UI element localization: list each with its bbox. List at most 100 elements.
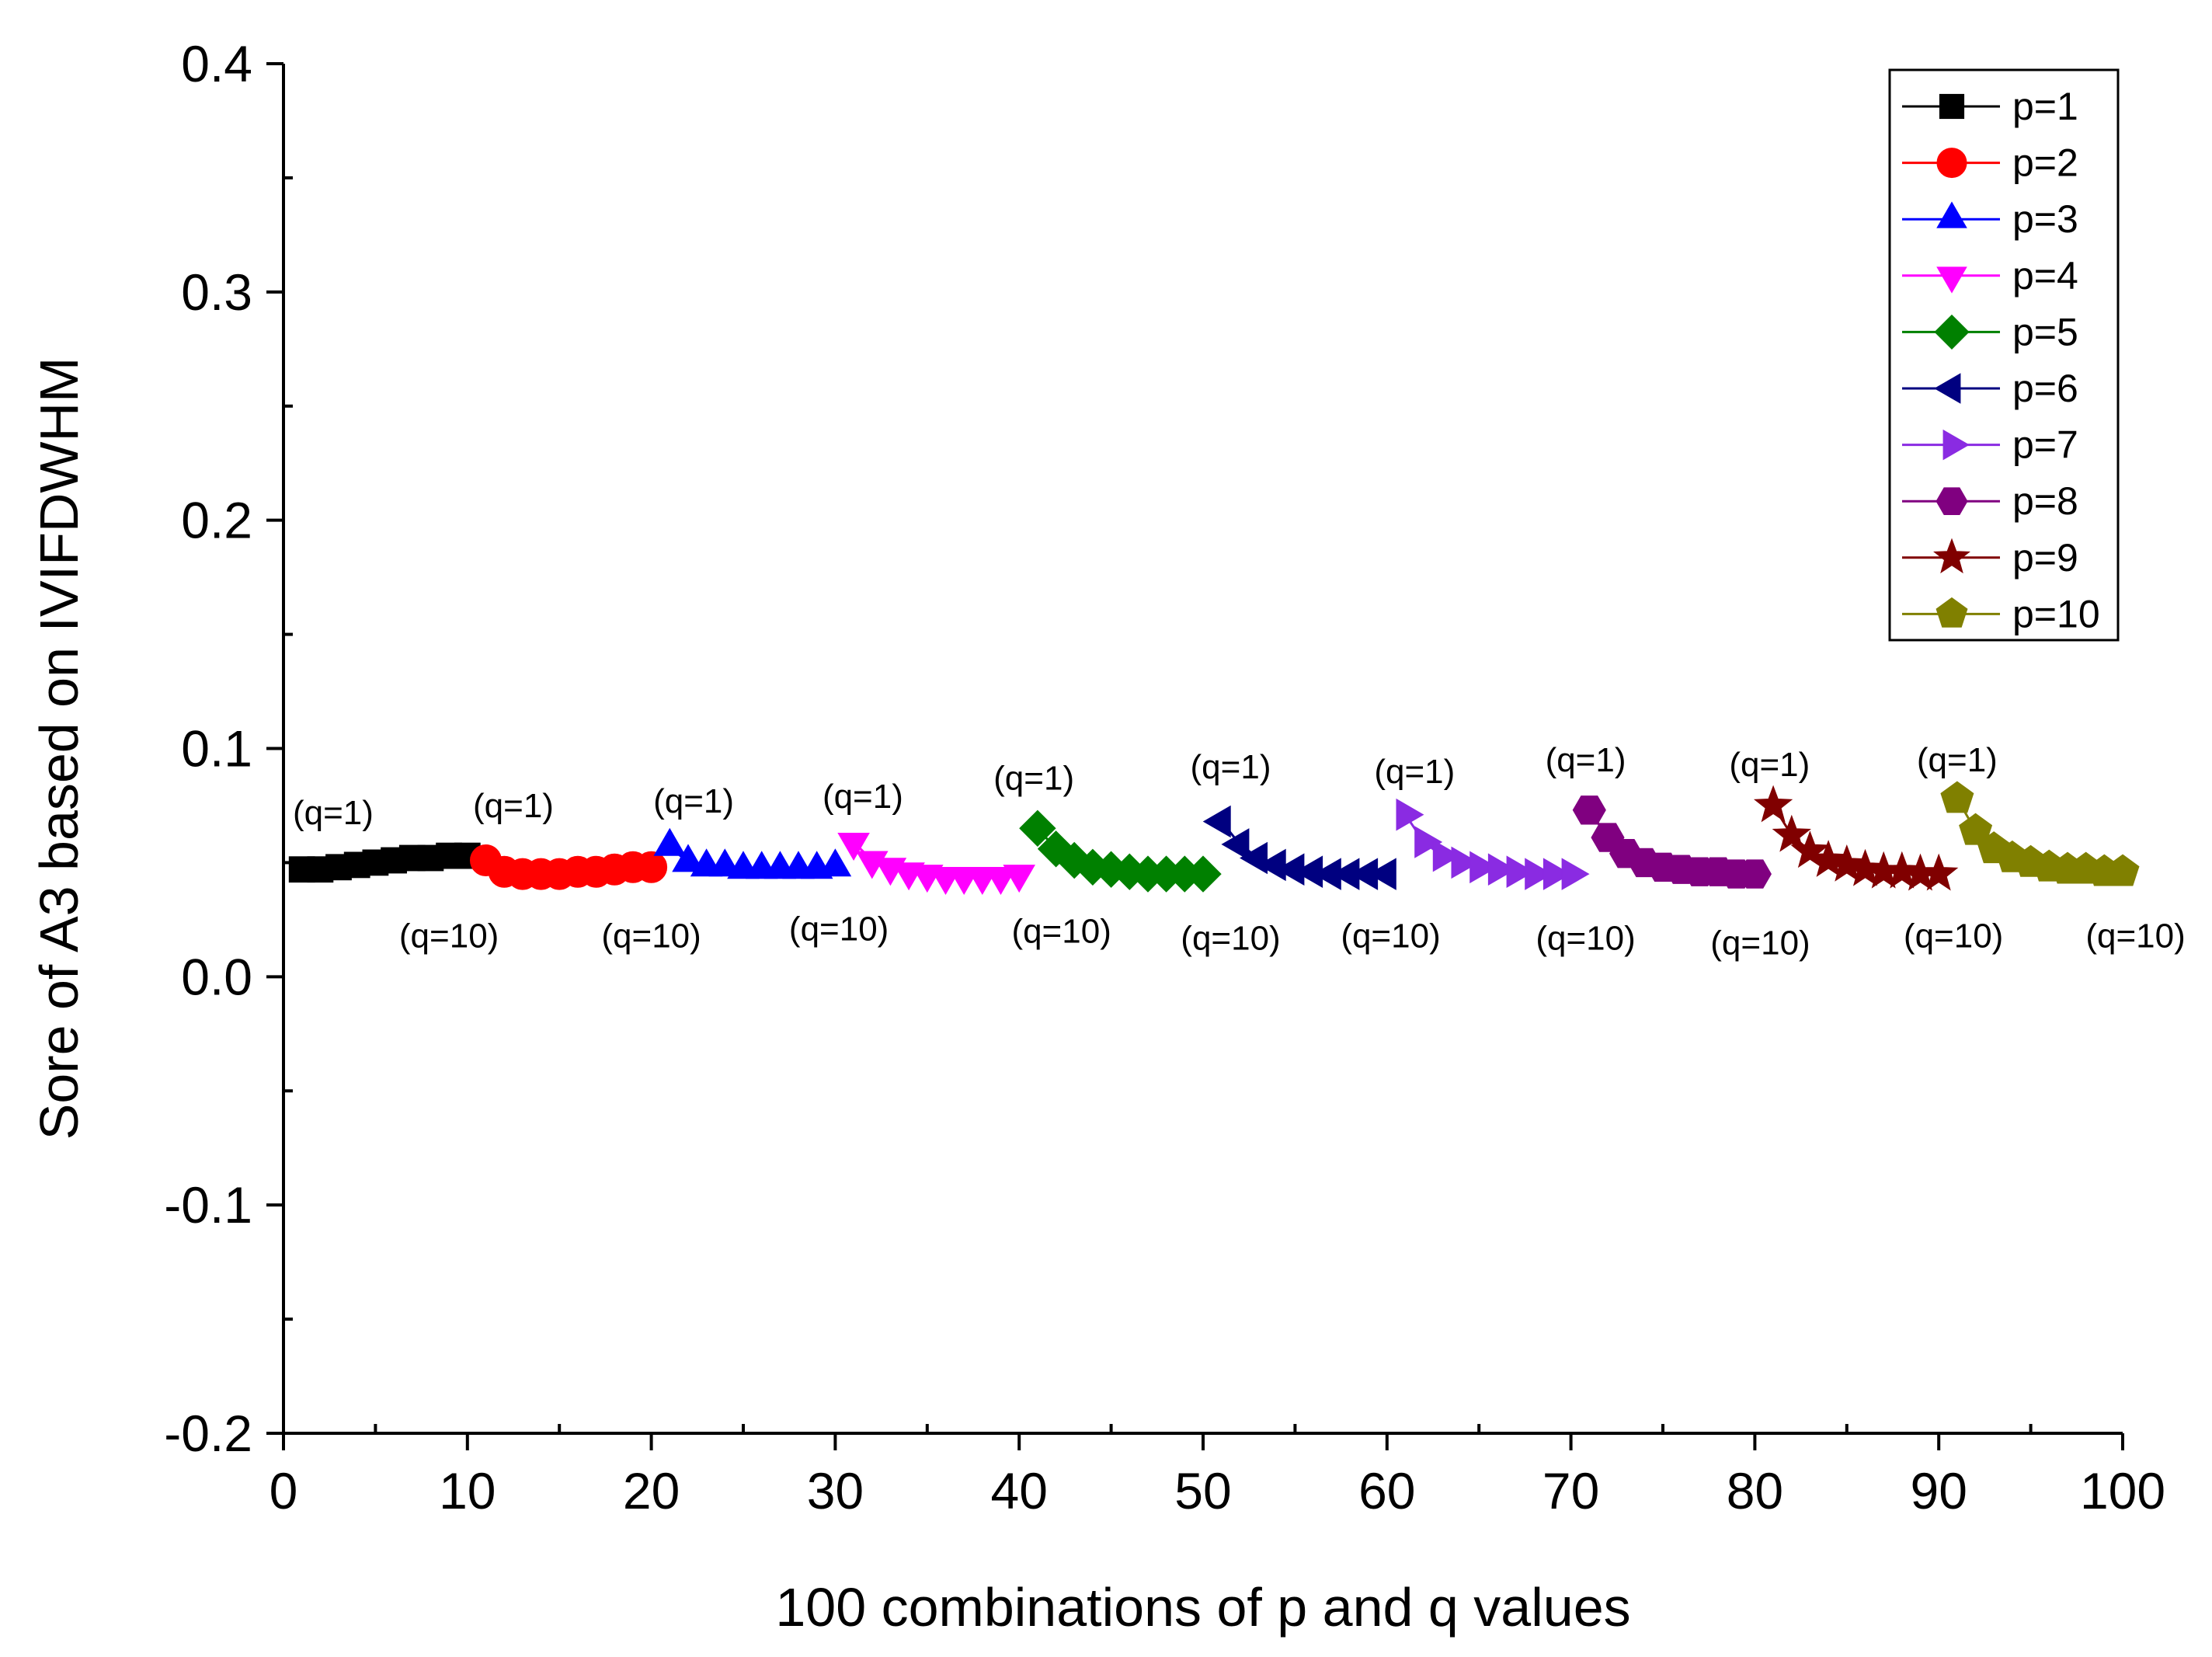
legend-box: [1888, 68, 2120, 642]
data-point: [1202, 805, 1231, 838]
annotation-label: (q=10): [1341, 917, 1440, 955]
series-p=9: [1753, 785, 1959, 891]
legend-item-p=3: p=3: [1902, 197, 2078, 241]
series-p=5: [1019, 809, 1222, 893]
legend-label: p=4: [2012, 254, 2078, 298]
data-point: [2106, 854, 2140, 886]
x-axis-title: 100 combinations of p and q values: [775, 1577, 1630, 1638]
y-tick-label: 0.0: [181, 948, 252, 1005]
y-tick-label: -0.1: [164, 1176, 252, 1234]
data-point: [1019, 809, 1056, 848]
y-tick-label: 0.4: [181, 35, 252, 92]
data-point: [1432, 839, 1461, 872]
y-tick-label: -0.2: [164, 1405, 252, 1462]
legend-marker: [1936, 201, 1967, 228]
data-point: [837, 833, 870, 861]
annotation-label: (q=1): [1546, 741, 1626, 779]
x-tick-label: 0: [270, 1462, 298, 1519]
data-point: [1368, 858, 1396, 890]
annotation-label: (q=1): [1917, 741, 1998, 779]
legend-marker: [1936, 148, 1967, 179]
legend-label: p=6: [2012, 367, 2078, 410]
x-tick-label: 30: [807, 1462, 864, 1519]
legend-item-p=7: p=7: [1902, 423, 2078, 467]
series-p=7: [1396, 798, 1590, 890]
annotation-label: (q=1): [993, 760, 1074, 798]
data-point: [1790, 830, 1830, 869]
data-point: [1808, 840, 1849, 877]
x-tick-label: 100: [2080, 1462, 2165, 1519]
data-point: [1737, 859, 1772, 889]
data-point: [1451, 846, 1480, 879]
legend-label: p=9: [2012, 536, 2078, 580]
data-point: [1506, 855, 1535, 888]
legend-item-p=1: p=1: [1902, 85, 2078, 128]
legend-item-p=10: p=10: [1902, 592, 2100, 635]
annotation-label: (q=10): [1181, 919, 1280, 957]
legend-item-p=2: p=2: [1902, 141, 2078, 185]
x-tick-label: 90: [1910, 1462, 1967, 1519]
series-p=6: [1202, 805, 1396, 890]
legend-label: p=3: [2012, 197, 2078, 241]
legend-marker: [1934, 373, 1961, 404]
legend-marker: [1934, 314, 1970, 350]
legend-label: p=7: [2012, 423, 2078, 467]
series-p=10: [1940, 781, 2140, 886]
legend-marker: [1936, 597, 1968, 628]
data-point: [1396, 798, 1424, 831]
data-point: [672, 844, 704, 872]
legend-item-p=5: p=5: [1902, 310, 2078, 353]
annotation-label: (q=1): [1374, 753, 1455, 791]
annotation-label: (q=10): [789, 910, 889, 949]
data-point: [1845, 848, 1885, 886]
annotation-label: (q=10): [1011, 913, 1111, 951]
annotation-label: (q=10): [1710, 924, 1810, 962]
legend-marker: [1936, 266, 1967, 294]
data-point: [1487, 853, 1516, 886]
data-point: [1940, 781, 1974, 813]
data-point: [1772, 814, 1811, 852]
annotation-label: (q=1): [473, 787, 554, 825]
series-p=8: [1572, 795, 1772, 889]
legend-marker: [1939, 93, 1965, 120]
data-point: [1753, 785, 1793, 823]
y-tick-label: 0.3: [181, 263, 252, 321]
y-axis-title: Sore of A3 based on IVIFDWHM: [29, 357, 89, 1140]
data-point: [1561, 858, 1590, 890]
data-point: [1919, 853, 1959, 891]
annotation-label: (q=10): [2085, 917, 2185, 955]
legend-marker: [1933, 538, 1970, 574]
y-tick-label: 0.2: [181, 492, 252, 549]
legend-item-p=4: p=4: [1902, 254, 2078, 298]
data-point: [1469, 851, 1498, 884]
x-tick-label: 50: [1174, 1462, 1231, 1519]
annotation-label: (q=10): [1904, 917, 2003, 955]
legend-label: p=10: [2012, 592, 2100, 635]
annotation-label: (q=10): [1536, 919, 1635, 957]
legend-label: p=2: [2012, 141, 2078, 185]
data-point: [653, 827, 687, 856]
x-tick-label: 70: [1542, 1462, 1599, 1519]
annotation-label: (q=1): [1729, 746, 1810, 784]
series-p=3: [653, 827, 852, 879]
series-p=4: [837, 833, 1035, 895]
annotation-label: (q=1): [653, 782, 734, 820]
x-tick-label: 40: [990, 1462, 1047, 1519]
legend-item-p=8: p=8: [1902, 479, 2078, 523]
legend-label: p=5: [2012, 310, 2078, 353]
data-point: [635, 851, 668, 883]
annotation-label: (q=10): [601, 917, 701, 955]
legend-marker: [1942, 429, 1970, 461]
annotation-label: (q=10): [399, 917, 499, 955]
x-tick-label: 10: [439, 1462, 496, 1519]
data-point: [1414, 826, 1443, 858]
data-point: [1184, 855, 1222, 893]
legend-marker: [1936, 487, 1968, 515]
data-point: [819, 848, 852, 877]
data-point: [1525, 858, 1553, 890]
legend: p=1 p=2 p=3 p=4 p=5 p=6 p=7 p=8 p=9 p=10: [1888, 68, 2120, 642]
legend-item-p=6: p=6: [1902, 367, 2078, 410]
x-tick-label: 80: [1727, 1462, 1783, 1519]
data-point: [1959, 813, 1993, 845]
